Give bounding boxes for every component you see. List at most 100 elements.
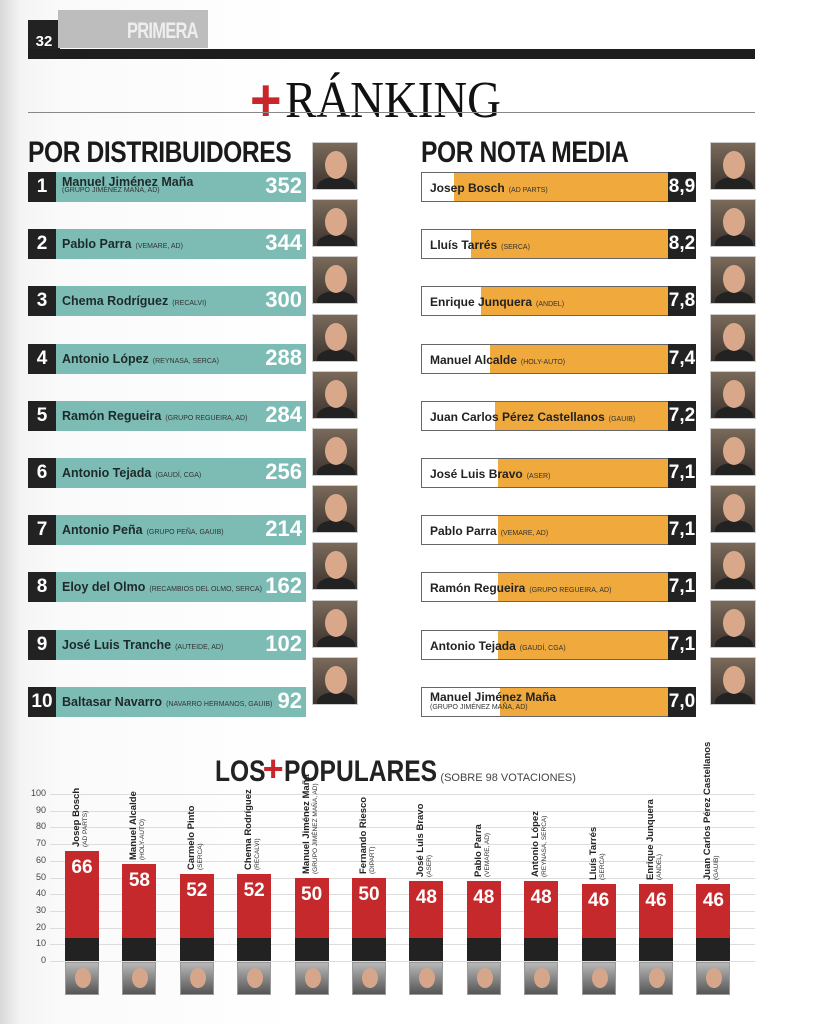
score: 7,8 bbox=[668, 286, 696, 317]
score: 7,1 bbox=[668, 515, 696, 546]
score: 288 bbox=[265, 344, 302, 370]
company: (GRUPO REGUEIRA, AD) bbox=[529, 587, 612, 595]
person-photo bbox=[352, 962, 386, 995]
ranking-row: 7 Antonio Peña (GRUPO PEÑA, GAUIB) 214 bbox=[28, 485, 368, 546]
score-fill bbox=[454, 173, 668, 201]
name: Enrique Junquera bbox=[430, 295, 533, 310]
name: Lluís Tarrés bbox=[430, 238, 498, 253]
person-photo bbox=[710, 656, 756, 705]
ranking-bar: Antonio Tejada (GAUDÍ, CGA) bbox=[421, 629, 669, 660]
ranking-bar: Antonio López (REYNASA, SERCA) 288 bbox=[56, 343, 306, 374]
name: Pablo Parra bbox=[430, 524, 497, 539]
bar-label: Fernando Riesco (DIPART) bbox=[358, 796, 377, 873]
ranking-row: 1 Manuel Jiménez Maña (GRUPO JIMÉNEZ MAÑA,… bbox=[28, 142, 368, 202]
person-name: Manuel Jiménez Maña (GRUPO JIMÉNEZ MAÑA, … bbox=[430, 690, 556, 711]
company: (VEMARE, AD) bbox=[500, 530, 549, 538]
person-photo bbox=[312, 428, 358, 476]
y-tick-label: 70 bbox=[35, 838, 46, 849]
rank-number: 1 bbox=[28, 172, 56, 202]
ranking-bar: Manuel Jiménez Maña (GRUPO JIMÉNEZ MAÑA, … bbox=[56, 172, 306, 202]
person-photo bbox=[710, 142, 756, 190]
person-photo bbox=[312, 142, 358, 190]
person-name: Manuel Jiménez Maña bbox=[62, 175, 194, 189]
person-photo bbox=[524, 962, 559, 995]
score: 7,1 bbox=[668, 572, 696, 603]
score-fill bbox=[471, 230, 668, 259]
person-name: Juan Carlos Pérez Castellanos (GAUIB) bbox=[430, 410, 635, 424]
bar bbox=[409, 880, 444, 938]
ranking-bar: Ramón Regueira (GRUPO REGUEIRA, AD) 284 bbox=[56, 400, 306, 431]
bar-base bbox=[237, 937, 272, 961]
score: 256 bbox=[265, 459, 302, 484]
score: 214 bbox=[265, 516, 302, 542]
ranking-row: Ramón Regueira (GRUPO REGUEIRA, AD) 7,1 bbox=[421, 542, 761, 603]
bar-base bbox=[65, 937, 99, 961]
gridline bbox=[50, 877, 755, 879]
company: (GAUIB) bbox=[608, 415, 636, 423]
heading-nota-media: POR NOTA MEDIA bbox=[421, 136, 629, 169]
bar-value: 48 bbox=[473, 886, 495, 908]
bar-label: Carmelo Pinto (SERCA) bbox=[186, 806, 205, 871]
person-name: Pablo Parra bbox=[62, 237, 132, 252]
company: (SERCA) bbox=[196, 843, 204, 871]
person-photo bbox=[312, 485, 358, 534]
company: (VEMARE, AD) bbox=[135, 243, 183, 251]
person-name: Lluís Tarrés bbox=[587, 827, 599, 881]
chart-title-right: POPULARES bbox=[283, 755, 437, 788]
ranking-row: José Luis Bravo (ASER) 7,1 bbox=[421, 428, 761, 488]
company: (RECAMBIOS DEL OLMO, SERCA) bbox=[149, 586, 262, 594]
bar-base bbox=[179, 937, 214, 961]
company: (AD PARTS) bbox=[508, 187, 548, 194]
chart-title: LOS + POPULARES (SOBRE 98 VOTACIONES) bbox=[215, 748, 576, 790]
person-name: Manuel Jiménez Maña bbox=[300, 773, 312, 874]
bar-base bbox=[581, 937, 616, 961]
bar-base bbox=[639, 937, 673, 961]
person-name: Pablo Parra (VEMARE, AD) bbox=[430, 524, 548, 538]
page-title: + RÁNKING bbox=[250, 66, 501, 135]
ranking-bar: Antonio Peña (GRUPO PEÑA, GAUIB) 214 bbox=[56, 515, 306, 546]
person-photo bbox=[312, 313, 358, 362]
y-tick-label: 100 bbox=[30, 788, 46, 798]
person-photo bbox=[710, 256, 756, 305]
y-tick-label: 60 bbox=[35, 854, 46, 865]
company: (RECALVI) bbox=[254, 838, 262, 871]
person-photo bbox=[710, 313, 756, 362]
rank-number: 9 bbox=[28, 629, 56, 660]
bar-value: 66 bbox=[71, 856, 93, 878]
y-tick-label: 10 bbox=[35, 938, 46, 949]
person-name: Ramón Regueira (GRUPO REGUEIRA, AD) bbox=[430, 581, 611, 595]
gridline bbox=[50, 827, 755, 829]
y-tick-label: 30 bbox=[35, 904, 46, 915]
score: 8,9 bbox=[668, 172, 696, 202]
person-name: Lluís Tarrés (SERCA) bbox=[430, 238, 530, 252]
bar-base bbox=[294, 937, 329, 961]
bar-label: Lluís Tarrés (SERCA) bbox=[587, 827, 607, 881]
company: (GAUDÍ, CGA) bbox=[519, 644, 566, 652]
score: 102 bbox=[265, 630, 302, 656]
person-photo bbox=[710, 542, 756, 591]
bar-value: 52 bbox=[243, 880, 265, 902]
person-photo bbox=[312, 599, 358, 648]
person-photo bbox=[312, 542, 358, 591]
score-fill bbox=[497, 630, 668, 659]
rank-number: 10 bbox=[28, 686, 56, 717]
score-fill bbox=[497, 516, 668, 545]
bar-base bbox=[409, 937, 444, 961]
person-name: Ramón Regueira bbox=[62, 408, 162, 423]
gridline bbox=[50, 894, 755, 896]
bar bbox=[524, 880, 559, 938]
divider bbox=[28, 112, 755, 113]
person-photo bbox=[710, 428, 756, 476]
company: (RECALVI) bbox=[172, 300, 207, 308]
company: (VEMARE, AD) bbox=[483, 832, 491, 877]
score: 92 bbox=[277, 687, 302, 713]
bar bbox=[294, 877, 329, 938]
bar bbox=[696, 884, 731, 938]
bar bbox=[122, 864, 157, 938]
ranking-row: Manuel Jiménez Maña (GRUPO JIMÉNEZ MAÑA, … bbox=[421, 656, 761, 717]
ranking-bar: Eloy del Olmo (RECAMBIOS DEL OLMO, SERCA)… bbox=[56, 572, 306, 603]
rank-number: 8 bbox=[28, 572, 56, 603]
bar bbox=[352, 877, 386, 938]
person-photo bbox=[312, 199, 358, 248]
ranking-bar: Baltasar Navarro (NAVARRO HERMANOS, GAUIB… bbox=[56, 686, 306, 717]
